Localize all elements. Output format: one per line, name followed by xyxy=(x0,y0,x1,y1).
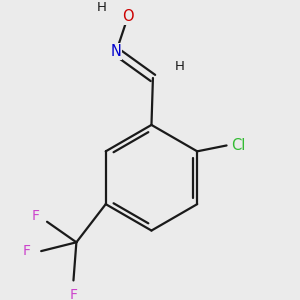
Text: H: H xyxy=(97,1,106,14)
Text: F: F xyxy=(70,288,77,300)
Text: O: O xyxy=(122,9,134,24)
Text: H: H xyxy=(174,60,184,73)
Text: F: F xyxy=(31,209,39,223)
Text: Cl: Cl xyxy=(231,138,245,153)
Text: F: F xyxy=(22,244,31,258)
Text: N: N xyxy=(111,44,122,59)
